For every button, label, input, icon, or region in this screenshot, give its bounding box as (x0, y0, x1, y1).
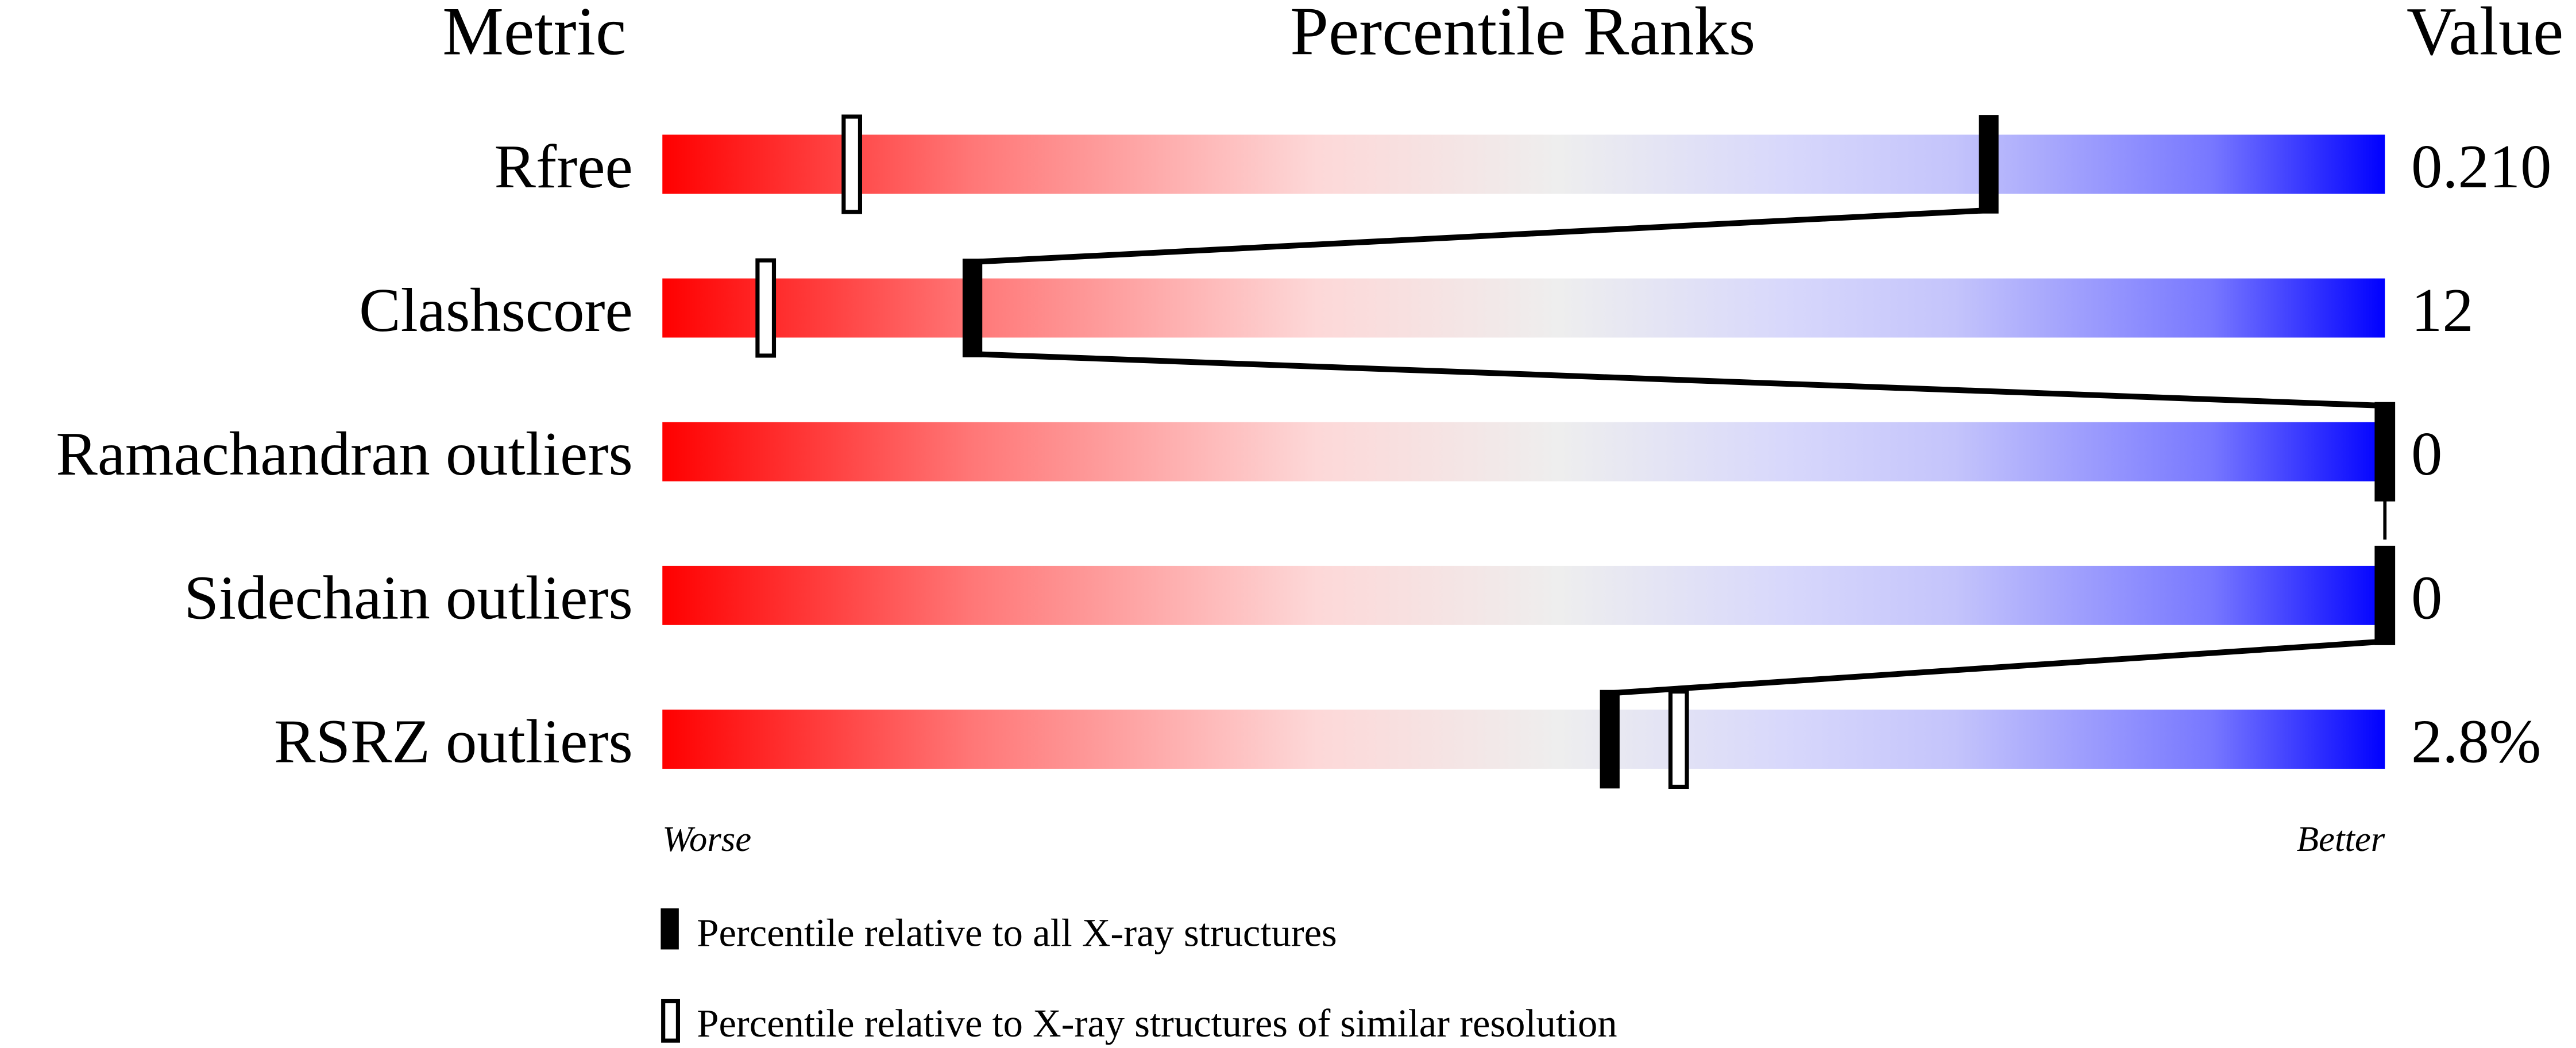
metric-value: 0 (2411, 563, 2442, 632)
percentile-bar (662, 565, 2385, 625)
metric-label: Ramachandran outliers (56, 419, 632, 488)
marker-similar-resolution (755, 258, 777, 358)
legend-similar: Percentile relative to X-ray structures … (697, 1001, 1617, 1045)
legend-all: Percentile relative to all X-ray structu… (697, 911, 1337, 955)
marker-all-structures (2375, 546, 2395, 645)
metric-value: 0 (2411, 419, 2442, 488)
metric-label: RSRZ outliers (274, 707, 633, 776)
marker-all-structures (962, 259, 983, 357)
marker-all-structures (1600, 689, 1620, 789)
percentile-bar (662, 278, 2385, 338)
legend-open-marker (661, 999, 680, 1043)
connector-line (1609, 638, 2385, 696)
percentile-bar (662, 710, 2385, 769)
header-value: Value (2407, 0, 2563, 69)
metric-value: 0.210 (2411, 132, 2551, 201)
connector-line (972, 351, 2385, 409)
marker-similar-resolution (841, 114, 863, 214)
connector-line (972, 207, 1989, 265)
percentile-bar (662, 422, 2385, 481)
header-percentile-ranks: Percentile Ranks (1290, 0, 1755, 69)
metric-label: Rfree (495, 132, 633, 201)
percentile-bar (662, 134, 2385, 194)
metric-value: 2.8% (2411, 707, 2541, 776)
worse-label: Worse (662, 819, 751, 859)
header-metric: Metric (442, 0, 626, 69)
metric-label: Sidechain outliers (184, 563, 632, 632)
marker-similar-resolution (1668, 689, 1689, 789)
marker-all-structures (2375, 402, 2395, 501)
metric-label: Clashscore (359, 276, 633, 345)
metric-value: 12 (2411, 276, 2474, 345)
marker-all-structures (1979, 115, 1999, 214)
legend-filled-marker (661, 908, 679, 950)
better-label: Better (2297, 819, 2385, 859)
